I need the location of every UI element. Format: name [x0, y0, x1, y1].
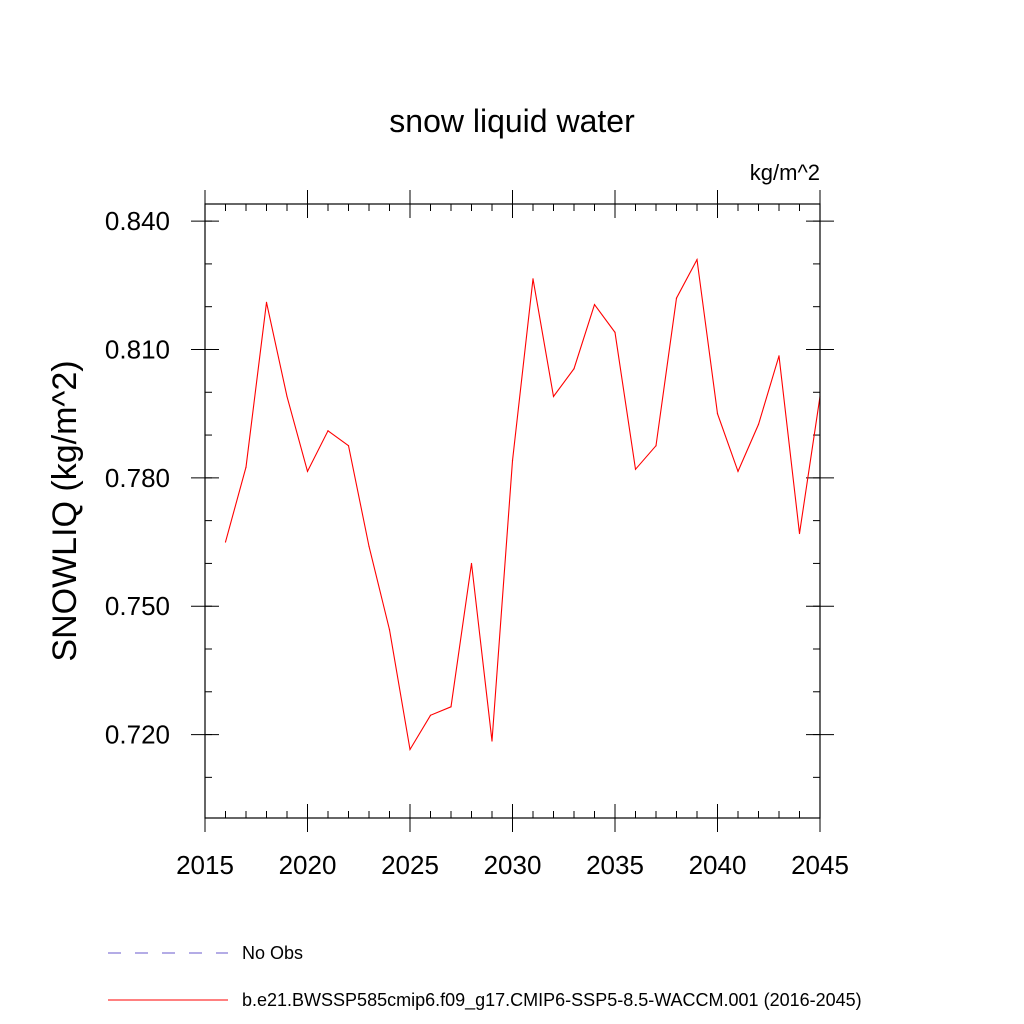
major-ticks	[191, 190, 834, 832]
legend: No Obs b.e21.BWSSP585cmip6.f09_g17.CMIP6…	[108, 943, 862, 1011]
x-tick-labels: 2015 2020 2025 2030 2035 2040 2045	[176, 850, 849, 880]
data-point	[347, 445, 350, 447]
data-point	[532, 278, 534, 280]
series-line-0	[224, 257, 821, 752]
data-point	[757, 423, 760, 425]
data-point	[778, 355, 780, 357]
data-point	[388, 629, 391, 631]
data-point	[614, 331, 616, 333]
legend-label-model-run: b.e21.BWSSP585cmip6.f09_g17.CMIP6-SSP5-8…	[242, 990, 862, 1011]
x-tick-label: 2020	[279, 850, 337, 880]
data-point	[593, 303, 596, 306]
y-tick-label: 0.750	[105, 591, 170, 621]
series-layer	[224, 257, 821, 752]
data-point	[306, 470, 309, 473]
data-point	[245, 466, 247, 468]
legend-label-no-obs: No Obs	[242, 943, 303, 963]
data-point	[470, 562, 473, 565]
data-point	[368, 545, 370, 547]
y-tick-label: 0.780	[105, 463, 170, 493]
data-point	[429, 714, 432, 716]
y-tick-label: 0.720	[105, 720, 170, 750]
data-point	[409, 748, 411, 751]
y-tick-labels: 0.720 0.750 0.780 0.810 0.840	[105, 206, 170, 749]
data-point	[716, 413, 719, 415]
data-point	[491, 740, 493, 742]
minor-ticks	[204, 204, 821, 818]
data-point	[655, 445, 657, 447]
y-tick-label: 0.810	[105, 334, 170, 364]
x-tick-label: 2015	[176, 850, 234, 880]
data-point	[265, 301, 268, 304]
data-point	[696, 259, 698, 261]
data-point	[327, 430, 329, 432]
x-tick-label: 2045	[791, 850, 849, 880]
y-tick-label: 0.840	[105, 206, 170, 236]
chart-title: snow liquid water	[389, 103, 635, 139]
data-point	[450, 706, 452, 708]
data-point	[675, 297, 678, 299]
data-point	[552, 395, 555, 398]
units-label: kg/m^2	[750, 160, 820, 185]
data-point	[511, 460, 514, 462]
data-point	[573, 368, 575, 370]
x-tick-label: 2040	[689, 850, 747, 880]
y-axis-label: SNOWLIQ (kg/m^2)	[46, 360, 84, 661]
x-tick-label: 2025	[381, 850, 439, 880]
x-tick-label: 2035	[586, 850, 644, 880]
data-point	[224, 541, 227, 543]
data-point	[798, 532, 801, 535]
data-point	[737, 470, 739, 473]
data-point	[634, 468, 637, 470]
data-point	[286, 395, 288, 398]
x-tick-label: 2030	[484, 850, 542, 880]
plot-frame	[204, 203, 821, 819]
